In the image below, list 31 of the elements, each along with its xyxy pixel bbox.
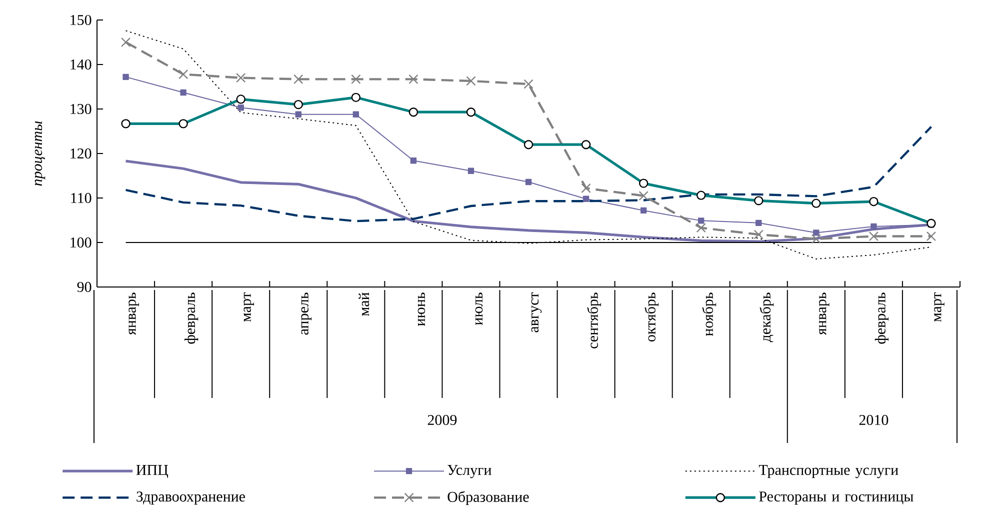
x-tick-label: январь: [819, 292, 830, 335]
y-tick-label: 110: [71, 192, 92, 204]
x-tick-label: январь: [128, 292, 139, 335]
x-tick-label: июнь: [418, 292, 426, 326]
x-tick-label: февраль: [184, 292, 198, 344]
y-tick-label: 130: [70, 104, 92, 114]
text: 2009: [428, 414, 457, 426]
x-tick-label: октябрь: [644, 292, 659, 342]
y-tick-label: 150: [70, 14, 92, 26]
y-tick-label: 120: [70, 148, 92, 159]
legend-label: Транспортные услуги: [758, 465, 898, 478]
x-tick-label: апрель: [301, 292, 312, 335]
legend-label: Образование: [448, 491, 529, 506]
legend-label: Услуги: [448, 465, 492, 478]
y-tick-label: 100: [70, 237, 92, 248]
x-tick-label: июль: [475, 292, 483, 326]
x-tick-label: март: [934, 292, 944, 322]
legend-label: ИПЦ: [136, 465, 168, 478]
y-tick-label: 140: [70, 59, 92, 70]
x-tick-label: август: [531, 292, 542, 332]
y-axis-title: проценты: [34, 121, 46, 186]
text: 2010: [859, 414, 888, 426]
x-tick-label: ноябрь: [702, 292, 716, 336]
legend-label: Здравоохранение: [136, 492, 245, 505]
x-tick-label: декабрь: [760, 292, 774, 342]
x-tick-label: сентябрь: [587, 292, 602, 348]
x-tick-label: май: [358, 292, 370, 316]
x-tick-label: март: [244, 292, 254, 322]
legend-label: Рестораны и гостиницы: [759, 492, 914, 505]
y-tick-label: 90: [77, 282, 92, 292]
x-tick-label: февраль: [874, 292, 889, 344]
